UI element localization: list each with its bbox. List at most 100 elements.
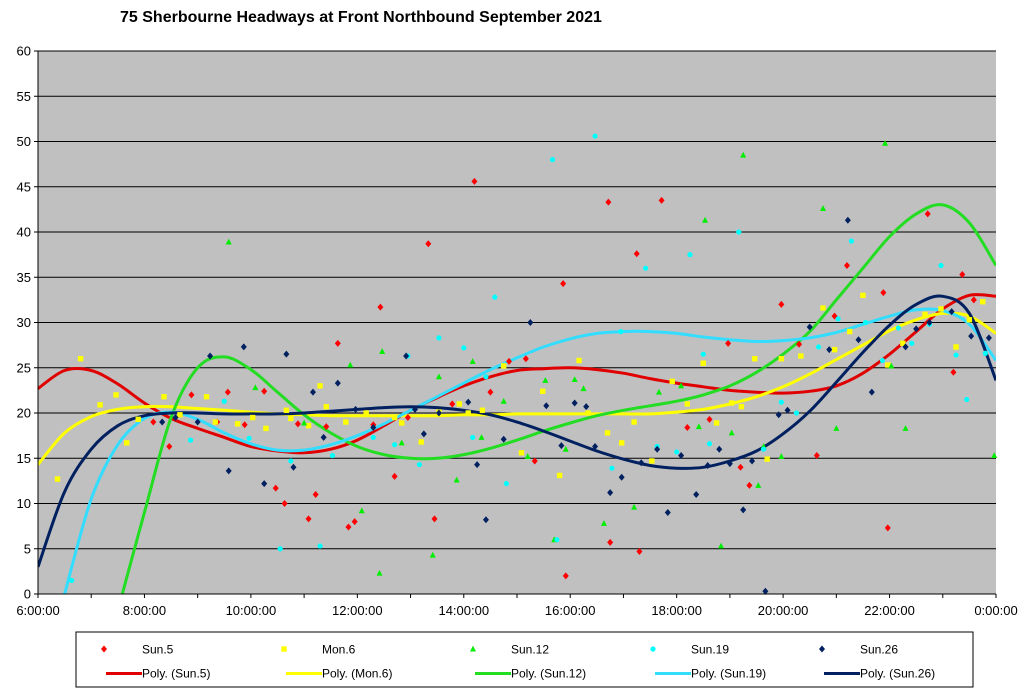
data-point-sun-26 <box>985 334 992 342</box>
data-point-sun-19 <box>187 437 194 443</box>
data-point-sun-26 <box>194 418 201 426</box>
data-point-sun-12 <box>728 429 735 436</box>
data-point-sun-19 <box>863 319 869 326</box>
data-point-sun-26 <box>762 587 769 595</box>
data-point-mon-6 <box>249 414 256 421</box>
data-point-mon-6 <box>54 476 61 482</box>
data-point-mon-6 <box>979 298 986 305</box>
data-point-sun-26 <box>826 346 833 354</box>
data-point-sun-12 <box>695 423 702 430</box>
data-point-mon-6 <box>728 400 735 406</box>
trendline-poly-sun-5 <box>38 293 996 455</box>
data-point-sun-19 <box>793 410 800 416</box>
y-tick-label: 0 <box>24 587 31 602</box>
data-point-mon-6 <box>234 421 241 427</box>
data-point-mon-6 <box>900 340 906 347</box>
data-point-mon-6 <box>631 419 637 425</box>
data-point-sun-26 <box>207 352 214 360</box>
legend-marker-sun-26 <box>819 645 825 653</box>
data-point-sun-26 <box>435 409 442 417</box>
legend-label-poly-sun-26: Poly. (Sun.26) <box>860 667 935 681</box>
data-point-mon-6 <box>124 440 130 446</box>
data-point-sun-26 <box>806 323 813 331</box>
data-point-sun-12 <box>429 551 436 558</box>
data-point-sun-26 <box>240 343 247 351</box>
x-tick-label: 18:00:00 <box>651 603 702 618</box>
y-tick-label: 30 <box>17 315 31 330</box>
data-point-sun-5 <box>737 463 744 471</box>
data-point-sun-19 <box>592 133 598 139</box>
x-tick-label: 14:00:00 <box>438 603 489 618</box>
data-point-sun-26 <box>855 336 862 344</box>
data-point-sun-5 <box>813 452 820 460</box>
data-point-sun-26 <box>225 467 232 475</box>
data-point-sun-26 <box>926 319 933 326</box>
data-point-sun-19 <box>778 399 784 405</box>
data-point-sun-5 <box>605 198 612 206</box>
data-point-sun-5 <box>725 339 732 347</box>
data-point-mon-6 <box>113 392 119 398</box>
data-point-sun-19 <box>503 480 509 487</box>
data-point-mon-6 <box>203 394 210 400</box>
data-point-mon-6 <box>97 402 103 408</box>
data-point-sun-19 <box>461 345 467 351</box>
x-tick-label: 12:00:00 <box>332 603 383 618</box>
data-point-sun-19 <box>982 350 988 356</box>
data-point-sun-12 <box>882 140 889 146</box>
data-point-mon-6 <box>860 292 866 299</box>
y-tick-label: 45 <box>17 179 31 194</box>
data-point-sun-5 <box>345 523 352 531</box>
data-point-sun-5 <box>323 423 330 431</box>
data-point-sun-12 <box>542 377 549 383</box>
legend-label-mon-6: Mon.6 <box>322 643 356 657</box>
data-point-sun-5 <box>522 355 529 363</box>
data-point-sun-12 <box>376 569 383 576</box>
data-point-sun-26 <box>320 433 327 441</box>
data-point-mon-6 <box>585 410 591 416</box>
data-point-sun-26 <box>716 445 723 453</box>
data-point-mon-6 <box>885 362 891 368</box>
data-point-sun-26 <box>664 509 671 517</box>
data-point-mon-6 <box>540 388 546 394</box>
data-point-mon-6 <box>288 415 294 422</box>
data-point-sun-19 <box>483 374 489 380</box>
data-point-sun-12 <box>500 397 507 404</box>
data-point-sun-12 <box>678 382 685 389</box>
x-tick-label: 20:00:00 <box>758 603 809 618</box>
y-tick-label: 35 <box>17 270 31 285</box>
data-point-sun-12 <box>888 362 895 369</box>
data-point-sun-19 <box>370 434 376 441</box>
data-point-mon-6 <box>778 356 785 362</box>
legend-marker-sun-5 <box>101 645 107 653</box>
data-point-sun-26 <box>290 463 297 471</box>
data-point-mon-6 <box>500 363 507 369</box>
data-point-mon-6 <box>669 378 675 385</box>
data-point-sun-26 <box>527 319 534 326</box>
data-point-mon-6 <box>966 317 973 323</box>
data-point-sun-19 <box>317 543 323 549</box>
data-point-sun-12 <box>225 238 232 245</box>
data-point-sun-5 <box>562 572 569 580</box>
data-point-sun-5 <box>471 177 478 185</box>
data-point-sun-19 <box>706 441 713 447</box>
data-point-sun-5 <box>487 388 494 396</box>
data-point-sun-5 <box>658 196 665 204</box>
data-point-mon-6 <box>391 414 398 421</box>
data-point-mon-6 <box>161 394 167 400</box>
legend-label-sun-5: Sun.5 <box>142 643 174 657</box>
data-point-sun-5 <box>531 457 538 465</box>
data-point-sun-5 <box>706 415 713 423</box>
data-point-mon-6 <box>576 357 582 364</box>
data-point-sun-19 <box>895 325 902 331</box>
x-tick-label: 22:00:00 <box>864 603 915 618</box>
data-point-sun-26 <box>726 460 733 468</box>
data-point-sun-19 <box>700 351 706 357</box>
data-point-sun-5 <box>404 414 411 422</box>
data-point-sun-12 <box>347 361 354 368</box>
data-point-sun-26 <box>334 379 341 387</box>
data-point-sun-5 <box>884 524 891 532</box>
y-tick-label: 40 <box>17 225 31 240</box>
data-point-mon-6 <box>465 410 471 416</box>
data-point-sun-19 <box>674 449 680 455</box>
